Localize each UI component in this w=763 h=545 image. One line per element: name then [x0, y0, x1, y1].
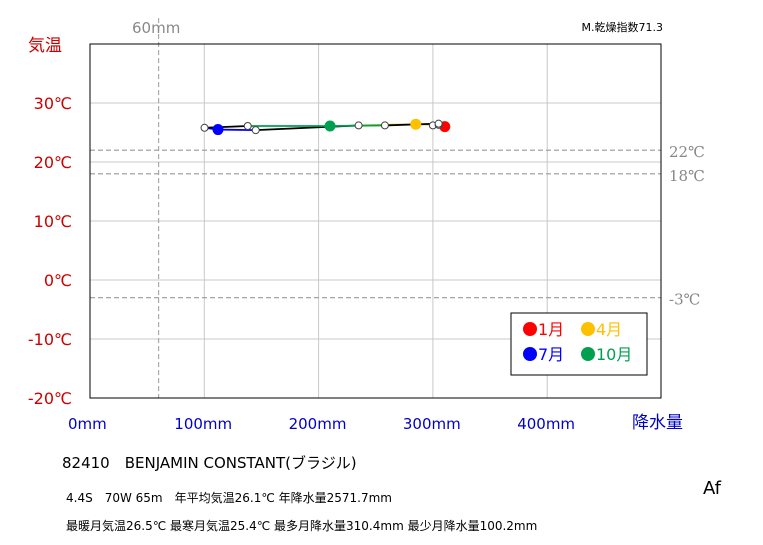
x-tick-label: 0mm: [68, 415, 107, 433]
month-point-highlight: [410, 118, 422, 130]
station-name: 82410 BENJAMIN CONSTANT(ブラジル): [62, 454, 357, 472]
legend-marker: [581, 322, 595, 336]
legend-box: [510, 312, 648, 376]
legend-label: 7月: [538, 345, 564, 364]
legend-label: 1月: [538, 320, 564, 339]
y-tick-label: 30℃: [34, 94, 72, 113]
legend: 1月 4月 7月 10月: [510, 312, 648, 376]
month-point-highlight: [324, 120, 336, 132]
reference-line-label: -3℃: [669, 291, 700, 309]
legend-label: 4月: [596, 320, 622, 339]
plot-frame: [89, 43, 662, 399]
series-segment: [218, 128, 256, 132]
month-point: [354, 121, 363, 130]
legend-marker: [523, 347, 537, 361]
legend-marker: [581, 347, 595, 361]
x-tick-labels: 0mm 100mm 200mm 300mm 400mm: [68, 415, 575, 433]
series-segment: [204, 125, 248, 129]
month-point: [434, 119, 443, 128]
y-tick-label: 20℃: [34, 153, 72, 172]
climate-series: [200, 118, 451, 136]
station-stats-line2: 最暖月気温26.5℃ 最寒月気温25.4℃ 最多月降水量310.4mm 最少月降…: [66, 519, 538, 533]
y-tick-label: -10℃: [28, 330, 72, 349]
chart-grid: [90, 44, 661, 398]
dryness-index: M.乾燥指数71.3: [582, 20, 663, 34]
month-point: [243, 122, 252, 131]
climate-class: Af: [703, 478, 722, 499]
y-tick-label: 0℃: [44, 271, 72, 290]
y-axis-label: 気温: [28, 36, 62, 56]
y-tick-label: 10℃: [34, 212, 72, 231]
dryness-line-label: 60mm: [132, 19, 180, 37]
x-tick-label: 200mm: [289, 415, 347, 433]
station-stats-line1: 4.4S 70W 65m 年平均気温26.1℃ 年降水量2571.7mm: [66, 491, 392, 505]
reference-line-label: 22℃: [669, 143, 705, 161]
legend-marker: [523, 322, 537, 336]
x-tick-label: 400mm: [517, 415, 575, 433]
month-point: [251, 126, 260, 135]
x-tick-label: 100mm: [174, 415, 232, 433]
y-tick-labels: -20℃ -10℃ 0℃ 10℃ 20℃ 30℃: [28, 94, 72, 408]
y-tick-label: -20℃: [28, 389, 72, 408]
legend-label: 10月: [596, 345, 632, 364]
climate-chart: 22℃ 18℃ -3℃ -20℃ -10℃ 0℃ 10℃ 20℃ 30℃ 0mm 100mm 20…: [28, 18, 705, 433]
x-axis-label: 降水量: [632, 413, 683, 433]
month-point-highlight: [212, 124, 224, 136]
reference-line-label: 18℃: [669, 167, 705, 185]
month-point: [200, 123, 209, 132]
x-tick-label: 300mm: [403, 415, 461, 433]
month-point: [380, 121, 389, 130]
reference-lines: 22℃ 18℃ -3℃: [90, 18, 705, 398]
